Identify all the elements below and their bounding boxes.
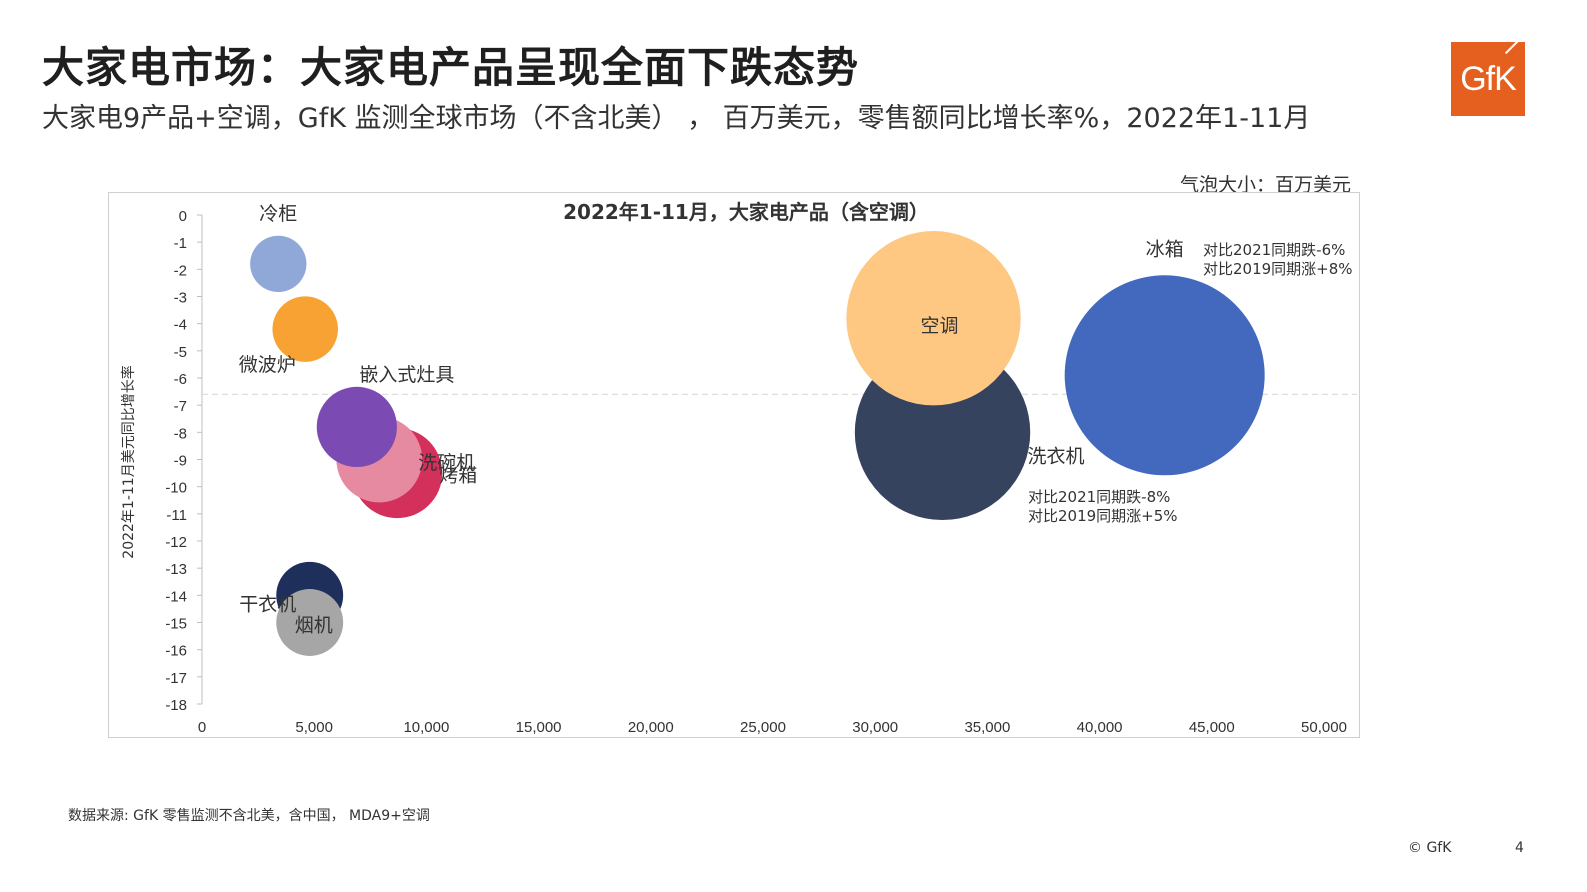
copyright: © GfK (1408, 840, 1452, 856)
y-tick-label: -5 (174, 344, 187, 361)
y-tick-label: -3 (174, 290, 187, 307)
x-tick-label: 45,000 (1189, 719, 1235, 736)
annotation-text: 对比2019同期涨+5% (1028, 507, 1178, 525)
y-tick-label: -10 (165, 480, 187, 497)
y-tick-label: -1 (174, 235, 187, 252)
y-tick-label: -16 (165, 643, 187, 660)
x-tick-label: 0 (198, 719, 206, 736)
bubble-point (276, 589, 344, 656)
y-tick-label: 0 (179, 208, 187, 225)
chart-area-frame (108, 192, 1360, 738)
bubble-label: 微波炉 (239, 354, 296, 376)
bubble-label: 嵌入式灶具 (359, 364, 454, 386)
bubble-label: 烟机 (295, 615, 333, 637)
page-title: 大家电市场：大家电产品呈现全面下跌态势 (42, 43, 860, 92)
x-tick-label: 30,000 (852, 719, 898, 736)
y-tick-label: -12 (165, 534, 187, 551)
bubble-point (272, 296, 338, 362)
y-axis-label: 2022年1-11月美元同比增长率 (120, 365, 137, 558)
bubble-label: 空调 (921, 315, 959, 337)
bubble-point (250, 235, 307, 293)
x-tick-label: 35,000 (964, 719, 1010, 736)
y-tick-label: -11 (166, 507, 187, 524)
bubble-point (1064, 275, 1265, 476)
bubble-label: 烤箱 (439, 465, 477, 487)
annotation-text: 对比2019同期涨+8% (1203, 260, 1353, 278)
bubble-size-note: 气泡大小：百万美元 (1180, 174, 1352, 196)
bubble-label: 洗衣机 (1028, 445, 1085, 467)
y-tick-label: -14 (165, 588, 187, 605)
bubble-point (316, 386, 397, 468)
y-tick-label: -4 (174, 317, 187, 334)
page-number: 4 (1515, 840, 1524, 856)
logo-text: GfK (1460, 60, 1517, 98)
bubble-label: 冰箱 (1146, 238, 1184, 260)
annotation-text: 对比2021同期跌-6% (1203, 241, 1345, 259)
y-tick-label: -6 (174, 371, 187, 388)
y-tick-label: -13 (165, 561, 187, 578)
x-tick-label: 40,000 (1077, 719, 1123, 736)
x-tick-label: 20,000 (628, 719, 674, 736)
bubble-point (846, 231, 1021, 406)
y-tick-label: -7 (174, 398, 187, 415)
y-tick-label: -17 (165, 670, 187, 687)
bubble-label: 冷柜 (259, 203, 297, 225)
bubble-label: 洗碗机 (418, 452, 475, 474)
y-tick-label: -2 (174, 262, 187, 279)
bubble-label: 干衣机 (239, 593, 296, 615)
y-tick-label: -9 (174, 453, 187, 470)
y-tick-label: -18 (165, 697, 187, 714)
data-source-note: 数据来源: GfK 零售监测不含北美，含中国， MDA9+空调 (68, 808, 430, 824)
gfk-logo: GfK (1451, 39, 1525, 116)
chart-title: 2022年1-11月，大家电产品（含空调） (563, 200, 929, 224)
annotation-text: 对比2021同期跌-8% (1028, 488, 1170, 506)
x-tick-label: 10,000 (403, 719, 449, 736)
page-subtitle: 大家电9产品+空调，GfK 监测全球市场（不含北美） ， 百万美元，零售额同比增… (42, 103, 1311, 134)
x-tick-label: 15,000 (516, 719, 562, 736)
x-tick-label: 50,000 (1301, 719, 1347, 736)
x-tick-label: 5,000 (295, 719, 333, 736)
y-tick-label: -8 (174, 425, 187, 442)
y-tick-label: -15 (165, 616, 187, 633)
x-tick-label: 25,000 (740, 719, 786, 736)
